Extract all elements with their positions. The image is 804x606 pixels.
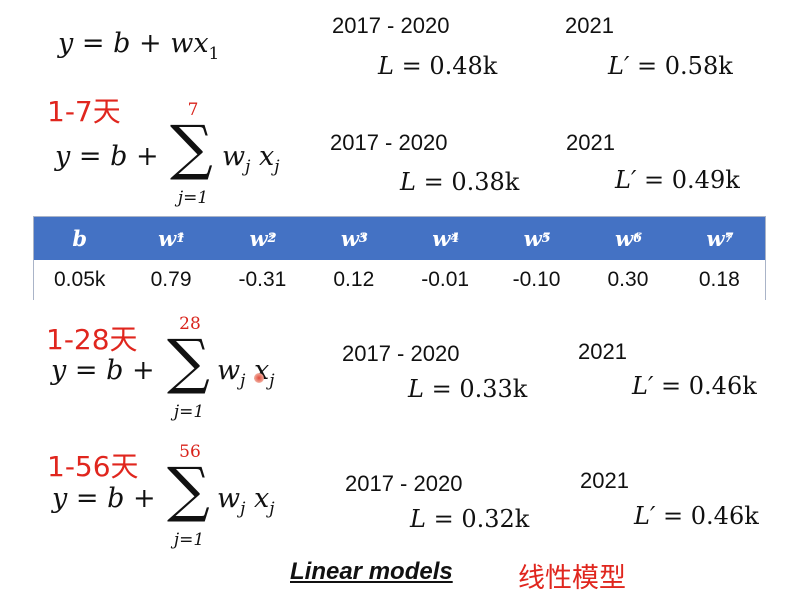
header-w7: w 7 *	[706, 226, 734, 251]
formula-sum-2-right: wj xj	[217, 355, 275, 391]
formula-sum-3-right: wj xj	[217, 483, 275, 519]
header-w3: w 3 *	[340, 226, 368, 251]
sum-upper-1: 7	[187, 100, 199, 120]
test-loss-2: L′ = 0.46k	[632, 372, 757, 400]
header-w4: w 4 *	[432, 226, 460, 251]
value-w3: 0.12	[333, 268, 375, 291]
pointer-dot	[254, 373, 264, 383]
footer-title-cn: 线性模型	[518, 563, 626, 594]
sum-lower-3: j=1	[173, 530, 205, 550]
header-w5: w 5 *	[523, 226, 551, 251]
value-w4: -0.01	[421, 268, 470, 291]
header-w2: w 2 *	[249, 226, 277, 251]
weights-table-header: b w 1 * w 2 * w 3 * w 4 * w 5 * w 6 * w 7 *	[34, 217, 765, 260]
formula-sum-2-left: y = b +	[51, 355, 155, 386]
table-row: 0.05k 0.79 -0.31 0.12 -0.01 -0.10 0.30 0…	[34, 260, 765, 300]
train-loss-1: L = 0.38k	[400, 168, 520, 196]
train-years-2: 2017 - 2020	[342, 341, 460, 366]
train-loss-2: L = 0.33k	[408, 375, 528, 403]
sum-lower-2: j=1	[173, 402, 205, 422]
value-w2: -0.31	[238, 268, 287, 291]
window-label-1: 1-7天	[47, 95, 121, 128]
test-year-1: 2021	[566, 130, 615, 155]
window-label-2: 1-28天	[46, 323, 138, 356]
sum-upper-2: 28	[179, 314, 201, 334]
test-loss-3: L′ = 0.46k	[634, 502, 759, 530]
weights-table: b w 1 * w 2 * w 3 * w 4 * w 5 * w 6 * w 7 * 0.05k 0.79…	[33, 216, 766, 300]
train-years-0: 2017 - 2020	[332, 13, 450, 38]
sum-upper-3: 56	[179, 442, 201, 462]
sigma-icon: ∑	[170, 113, 213, 183]
test-loss-1: L′ = 0.49k	[615, 166, 740, 194]
header-w1: w 1 *	[158, 226, 186, 251]
train-years-3: 2017 - 2020	[345, 471, 463, 496]
test-loss-0: L′ = 0.58k	[608, 52, 733, 80]
train-years-1: 2017 - 2020	[330, 130, 448, 155]
formula-sum-1-left: y = b +	[55, 141, 159, 172]
formula-sum-3-left: y = b +	[52, 483, 156, 514]
footer-title: Linear models	[290, 558, 453, 585]
train-loss-3: L = 0.32k	[410, 505, 530, 533]
test-year-3: 2021	[580, 468, 629, 493]
formula-sum-1-right: wj xj	[222, 141, 280, 177]
test-year-2: 2021	[578, 339, 627, 364]
header-b: b	[72, 226, 88, 251]
value-b: 0.05k	[54, 268, 106, 291]
formula-simple: y = b + wx1	[58, 28, 220, 64]
value-w7: 0.18	[698, 268, 740, 291]
sigma-icon: ∑	[167, 455, 210, 525]
window-label-3: 1-56天	[47, 450, 139, 483]
value-w6: 0.30	[607, 268, 649, 291]
sum-lower-1: j=1	[177, 188, 209, 208]
value-w5: -0.10	[512, 268, 561, 291]
value-w1: 0.79	[150, 268, 192, 291]
test-year-0: 2021	[565, 13, 614, 38]
train-loss-0: L = 0.48k	[378, 52, 498, 80]
sigma-icon: ∑	[167, 327, 210, 397]
header-w6: w 6 *	[614, 226, 643, 251]
